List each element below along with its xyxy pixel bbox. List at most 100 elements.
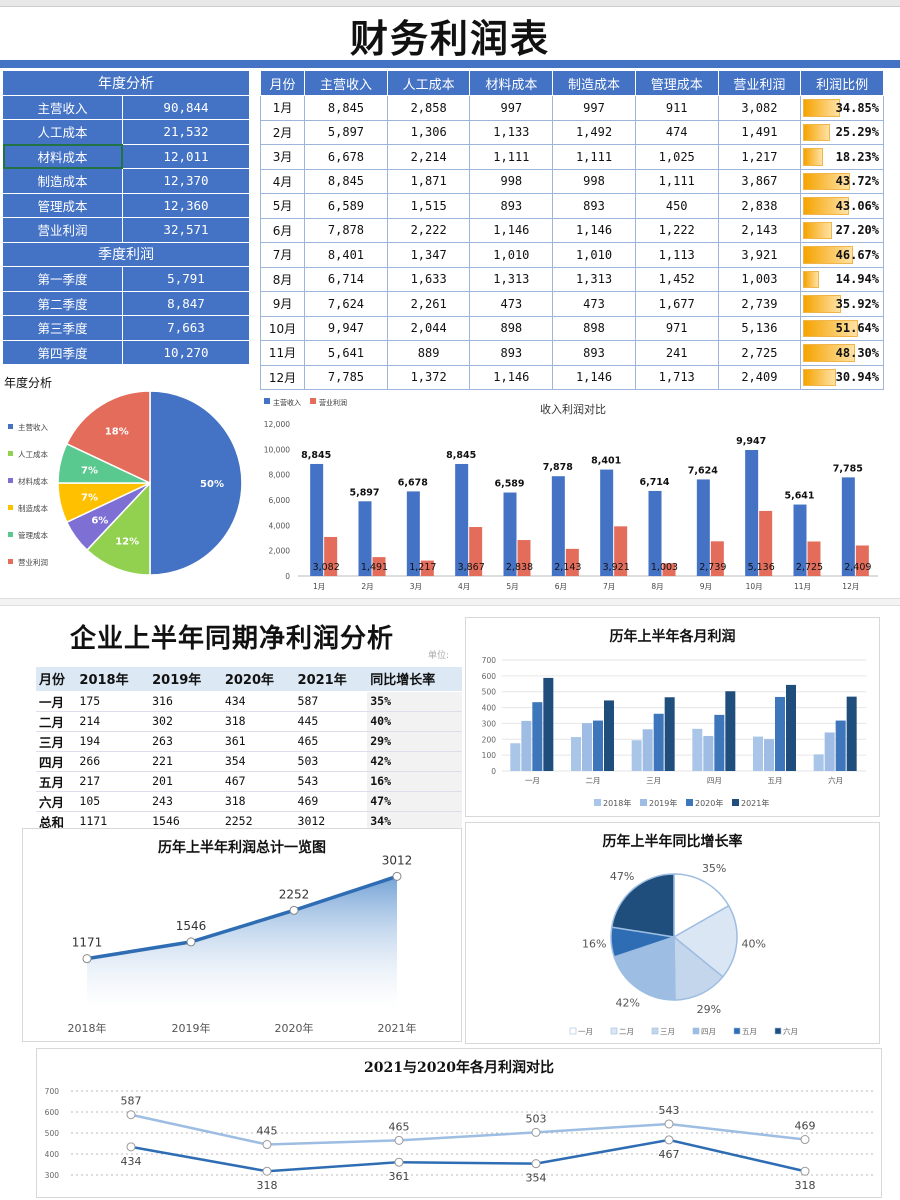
value-cell[interactable]: 1,633 <box>386 266 471 292</box>
month-cell[interactable]: 8月 <box>259 266 306 292</box>
value-cell[interactable]: 473 <box>552 291 636 317</box>
value-cell[interactable]: 221 <box>149 751 222 772</box>
value-cell[interactable]: 1,111 <box>552 144 636 170</box>
column-header[interactable]: 2018年 <box>76 667 150 692</box>
column-header[interactable]: 人工成本 <box>386 70 471 96</box>
value-cell[interactable]: 1,372 <box>386 364 471 390</box>
value-cell[interactable]: 7,624 <box>304 291 388 317</box>
summary-label[interactable]: 材料成本 <box>2 143 123 169</box>
value-cell[interactable]: 1,492 <box>552 119 636 145</box>
value-cell[interactable]: 2,143 <box>717 217 802 243</box>
value-cell[interactable]: 9,947 <box>304 315 388 341</box>
value-cell[interactable]: 302 <box>149 711 222 732</box>
value-cell[interactable]: 2,739 <box>717 291 802 317</box>
value-cell[interactable]: 2,261 <box>386 291 471 317</box>
value-cell[interactable]: 1,111 <box>469 144 554 170</box>
value-cell[interactable]: 1,306 <box>386 119 471 145</box>
value-cell[interactable]: 889 <box>386 340 471 366</box>
column-header[interactable]: 营业利润 <box>717 70 802 96</box>
month-cell[interactable]: 五月 <box>36 771 77 792</box>
value-cell[interactable]: 318 <box>221 711 295 732</box>
value-cell[interactable]: 898 <box>469 315 554 341</box>
summary-label[interactable]: 第四季度 <box>2 339 123 365</box>
column-header[interactable]: 利润比例 <box>800 70 884 96</box>
value-cell[interactable]: 1,003 <box>717 266 802 292</box>
column-header[interactable]: 同比增长率 <box>367 667 462 692</box>
summary-value[interactable]: 8,847 <box>122 290 250 316</box>
value-cell[interactable]: 5,136 <box>717 315 802 341</box>
value-cell[interactable]: 893 <box>552 340 636 366</box>
column-header[interactable]: 制造成本 <box>552 70 636 96</box>
value-cell[interactable]: 1,677 <box>634 291 719 317</box>
value-cell[interactable]: 1,146 <box>552 217 636 243</box>
value-cell[interactable]: 1,452 <box>634 266 719 292</box>
value-cell[interactable]: 469 <box>294 791 368 812</box>
value-cell[interactable]: 5,641 <box>304 340 388 366</box>
value-cell[interactable]: 450 <box>634 193 719 219</box>
compare-line-chart-panel[interactable]: 2021与2020年各月利润对比 300 400 500 600 700 587 445 46… <box>36 1048 882 1198</box>
month-cell[interactable]: 2月 <box>259 119 306 145</box>
summary-label[interactable]: 第三季度 <box>2 315 123 341</box>
summary-value[interactable]: 21,532 <box>122 119 250 145</box>
value-cell[interactable]: 201 <box>149 771 222 792</box>
value-cell[interactable]: 1,133 <box>469 119 554 145</box>
growth-rate-chart-panel[interactable]: 历年上半年同比增长率 35% 40% 29% 42% 16% 47% 一月 二月 三月 四月 五月 六… <box>465 822 880 1044</box>
value-cell[interactable]: 6,714 <box>304 266 388 292</box>
value-cell[interactable]: 543 <box>294 771 368 792</box>
value-cell[interactable]: 243 <box>149 791 222 812</box>
value-cell[interactable]: 1,217 <box>717 144 802 170</box>
month-cell[interactable]: 7月 <box>259 242 306 268</box>
column-header[interactable]: 月份 <box>259 70 306 96</box>
value-cell[interactable]: 998 <box>469 168 554 194</box>
value-cell[interactable]: 2,222 <box>386 217 471 243</box>
month-cell[interactable]: 总和 <box>36 811 77 832</box>
value-cell[interactable]: 217 <box>76 771 150 792</box>
value-cell[interactable]: 175 <box>76 691 150 712</box>
summary-value[interactable]: 32,571 <box>122 217 250 243</box>
value-cell[interactable]: 3,867 <box>717 168 802 194</box>
column-header[interactable]: 2019年 <box>149 667 222 692</box>
value-cell[interactable]: 1,222 <box>634 217 719 243</box>
value-cell[interactable]: 266 <box>76 751 150 772</box>
month-cell[interactable]: 12月 <box>259 364 306 390</box>
value-cell[interactable]: 898 <box>552 315 636 341</box>
summary-label[interactable]: 营业利润 <box>2 217 123 243</box>
value-cell[interactable]: 465 <box>294 731 368 752</box>
value-cell[interactable]: 587 <box>294 691 368 712</box>
value-cell[interactable]: 7,878 <box>304 217 388 243</box>
month-cell[interactable]: 一月 <box>36 691 77 712</box>
summary-label[interactable]: 人工成本 <box>2 119 123 145</box>
value-cell[interactable]: 2,858 <box>386 95 471 121</box>
value-cell[interactable]: 2,838 <box>717 193 802 219</box>
value-cell[interactable]: 3,921 <box>717 242 802 268</box>
value-cell[interactable]: 214 <box>76 711 150 732</box>
total-profit-chart-panel[interactable]: 历年上半年利润总计一览图 1171 2018年 1546 2019年 2252 2020年… <box>22 828 462 1042</box>
value-cell[interactable]: 3,082 <box>717 95 802 121</box>
month-cell[interactable]: 1月 <box>259 95 306 121</box>
value-cell[interactable]: 8,845 <box>304 168 388 194</box>
value-cell[interactable]: 998 <box>552 168 636 194</box>
summary-label[interactable]: 主营收入 <box>2 94 123 120</box>
month-cell[interactable]: 3月 <box>259 144 306 170</box>
summary-value[interactable]: 12,360 <box>122 192 250 218</box>
month-cell[interactable]: 5月 <box>259 193 306 219</box>
value-cell[interactable]: 6,678 <box>304 144 388 170</box>
summary-label[interactable]: 第二季度 <box>2 290 123 316</box>
value-cell[interactable]: 1,146 <box>469 217 554 243</box>
month-cell[interactable]: 10月 <box>259 315 306 341</box>
value-cell[interactable]: 47% <box>367 791 462 812</box>
value-cell[interactable]: 997 <box>469 95 554 121</box>
value-cell[interactable]: 361 <box>221 731 295 752</box>
value-cell[interactable]: 263 <box>149 731 222 752</box>
summary-value[interactable]: 7,663 <box>122 315 250 341</box>
month-cell[interactable]: 三月 <box>36 731 77 752</box>
value-cell[interactable]: 1,010 <box>552 242 636 268</box>
month-cell[interactable]: 二月 <box>36 711 77 732</box>
profit-ratio-cell[interactable]: 48.30% <box>800 340 884 366</box>
value-cell[interactable]: 1,146 <box>552 364 636 390</box>
value-cell[interactable]: 1,146 <box>469 364 554 390</box>
profit-ratio-cell[interactable]: 43.72% <box>800 168 884 194</box>
monthly-profit-chart-panel[interactable]: 历年上半年各月利润 0 100 200 300 400 500 600 700 一月 二月 三月 四月… <box>465 617 880 817</box>
summary-value[interactable]: 5,791 <box>122 266 250 292</box>
